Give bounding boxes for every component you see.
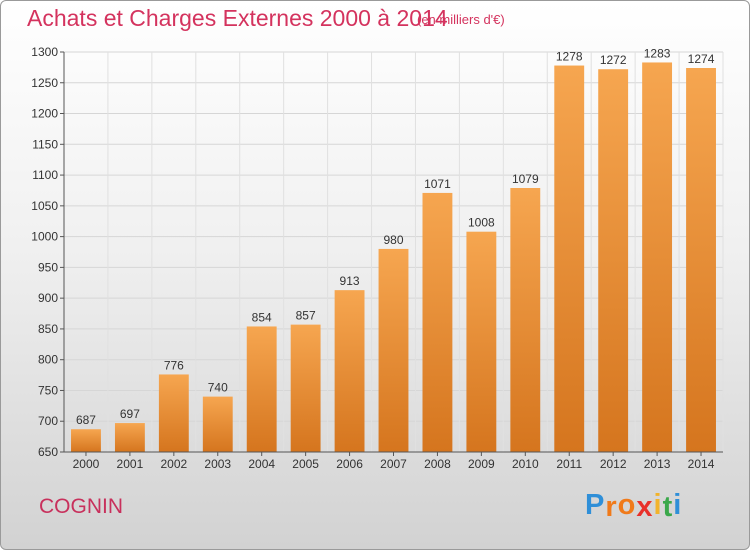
bar-2010 [510,188,541,452]
data-label: 1278 [556,50,583,64]
x-tick-label: 2007 [380,457,407,471]
x-tick-label: 2001 [117,457,144,471]
x-tick-label: 2004 [248,457,275,471]
logo-letter: o [617,489,637,521]
bar-2000 [71,429,101,452]
x-tick-label: 2010 [512,457,539,471]
x-tick-label: 2008 [424,457,451,471]
logo-letter: i [653,489,663,521]
data-label: 740 [208,381,228,395]
bar-2013 [642,62,673,452]
data-label: 1079 [512,172,539,186]
chart-subtitle: (en milliers d'€) [417,12,505,27]
y-tick-label: 1050 [31,199,58,213]
data-label: 1274 [688,52,715,66]
data-label: 913 [340,274,360,288]
data-label: 1272 [600,53,627,67]
data-label: 980 [383,233,403,247]
bar-2004 [246,326,277,452]
bar-2003 [202,396,233,452]
bar-2001 [114,423,145,452]
data-label: 857 [296,309,316,323]
data-label: 776 [164,358,184,372]
y-tick-label: 950 [38,260,58,274]
bar-2006 [334,290,365,452]
x-tick-label: 2005 [292,457,319,471]
data-label: 1283 [644,46,671,60]
logo-letter: r [605,491,618,523]
bar-2011 [554,65,585,453]
data-label: 687 [76,413,96,427]
bar-2008 [422,192,453,452]
data-label: 697 [120,407,140,421]
y-tick-label: 850 [38,322,58,336]
data-label: 1071 [424,177,451,191]
y-tick-label: 700 [38,414,58,428]
logo-letter: P [585,489,606,521]
y-tick-label: 1200 [31,107,58,121]
x-tick-label: 2013 [644,457,671,471]
data-labels: 687 697 776 740 854 857 913 980 1071 1008 1079 1278… [76,46,715,427]
y-tick-label: 750 [38,383,58,397]
data-label: 1008 [468,216,495,230]
bar-2012 [598,69,629,452]
bars [71,62,716,453]
x-tick-label: 2011 [556,457,582,471]
logo-letter: i [673,489,683,521]
logo-letter: t [662,491,674,523]
y-axis: 650 700 750 800 850 900 950 1000 1050 1100 1150 120… [31,45,65,459]
bar-2005 [290,324,321,452]
commune-name: COGNIN [39,495,123,518]
bar-2007 [378,248,409,452]
x-tick-label: 2002 [160,457,187,471]
proxiti-logo: Proxiti [585,489,683,523]
y-tick-label: 1100 [32,168,58,182]
x-tick-label: 2003 [204,457,231,471]
x-tick-label: 2009 [468,457,495,471]
y-tick-label: 1250 [31,76,58,90]
y-tick-label: 1300 [31,45,58,59]
x-tick-label: 2012 [600,457,627,471]
x-tick-label: 2006 [336,457,363,471]
x-axis: 2000 2001 2002 2003 2004 2005 2006 2007 2008 2009… [64,451,723,471]
y-tick-label: 900 [38,291,58,305]
x-tick-label: 2014 [688,457,715,471]
y-tick-label: 1000 [31,230,58,244]
data-label: 854 [252,310,272,324]
bar-2002 [158,374,189,452]
bar-2009 [466,231,497,452]
x-tick-label: 2000 [73,457,100,471]
y-tick-label: 800 [38,353,58,367]
y-tick-label: 1150 [32,137,58,151]
chart-title: Achats et Charges Externes 2000 à 2014 [27,5,448,31]
y-tick-label: 650 [38,445,58,459]
bar-2014 [686,68,716,452]
logo-letter: x [636,491,654,523]
